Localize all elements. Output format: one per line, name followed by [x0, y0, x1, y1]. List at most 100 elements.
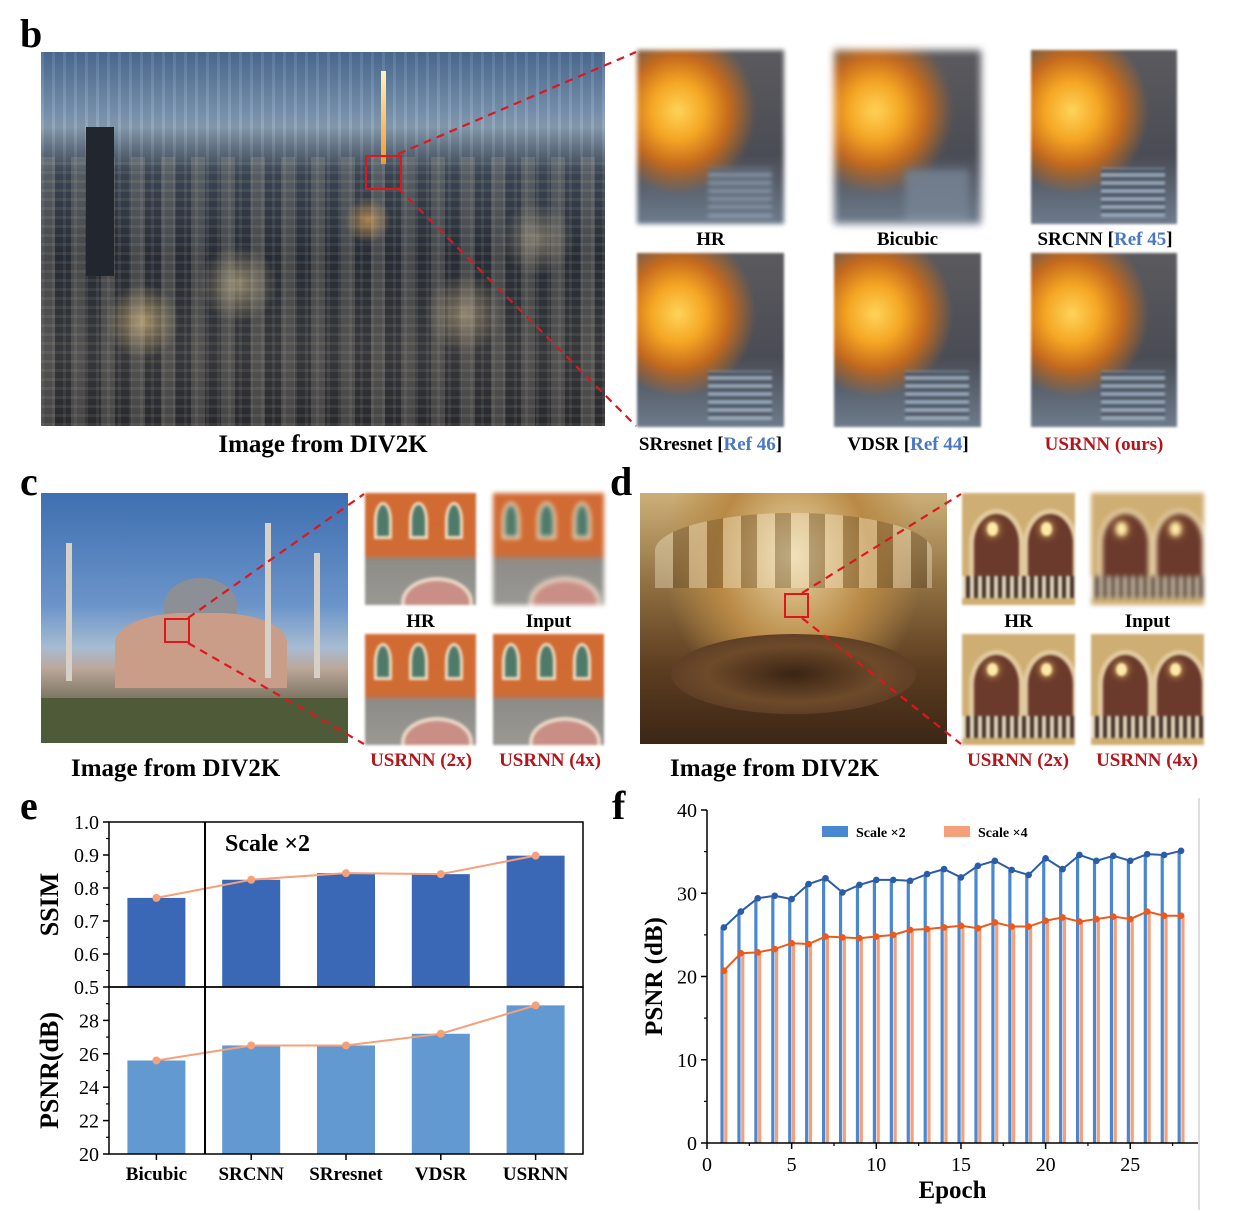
scale4-bar-1: [741, 953, 745, 1143]
scale4-bar-0: [724, 970, 728, 1143]
chart-f: 0 10 20 30 40 0 5 10 15 20 25 Epoch PSNR (dB) Scale ×…: [641, 798, 1200, 1210]
scale4-bar-12: [927, 929, 931, 1143]
chart-e: 0.5 0.6 0.7 0.8 0.9 1.0 SSIM 20 22 24 26 28 PSNR(dB)…: [35, 812, 584, 1185]
scale4-point-14: [957, 922, 965, 930]
scale2-point-6: [822, 874, 829, 882]
scale2-point-8: [856, 881, 863, 889]
scale2-point-11: [906, 877, 914, 885]
scale2-point-1: [737, 908, 745, 915]
f-xtick-label: 15: [951, 1154, 971, 1176]
f-ylabel: PSNR (dB): [641, 917, 668, 1036]
tile-c-usrnn-4x: [493, 634, 604, 745]
scale4-point-7: [839, 934, 846, 941]
f-xtick-label: 10: [866, 1154, 886, 1176]
psnr-trend-point-3: [436, 1029, 445, 1038]
scale4-bar-25: [1147, 911, 1151, 1143]
scale2-point-15: [974, 862, 982, 870]
f-ytick-label: 40: [677, 800, 697, 822]
scale4-bar-9: [876, 936, 880, 1143]
scale4-bar-17: [1012, 926, 1016, 1143]
scale4-point-8: [856, 934, 863, 942]
scale4-bar-23: [1113, 916, 1117, 1143]
psnr-ylabel: PSNR(dB): [35, 1012, 64, 1129]
scale4-point-6: [822, 933, 829, 940]
tile-usrnn: [1031, 253, 1177, 427]
ssim-bar-3: [411, 874, 470, 987]
scale2-bar-2: [754, 898, 758, 1143]
f-ytick-label: 30: [677, 883, 697, 905]
tile-label-bicubic: Bicubic: [876, 229, 939, 250]
ssim-trend-point-1: [247, 875, 256, 884]
psnr-bar-2: [317, 1045, 375, 1154]
ssim-bar-1: [222, 879, 281, 987]
f-xtick-label: 25: [1120, 1154, 1140, 1176]
ssim-bar-4: [506, 855, 565, 987]
psnr-ytick-label: 26: [79, 1044, 99, 1066]
scale2-point-26: [1160, 851, 1168, 859]
scale4-point-16: [991, 919, 999, 926]
scale2-bar-15: [974, 865, 978, 1143]
scale4-bar-22: [1096, 919, 1100, 1143]
tile-d-usrnn-4x: [1091, 634, 1204, 745]
tile-d-usrnn-2x: [962, 634, 1075, 745]
scale4-point-26: [1160, 912, 1168, 920]
scale2-line: [723, 849, 1182, 929]
library-photo: [640, 493, 947, 744]
image-source-caption-c: Image from DIV2K: [71, 755, 281, 782]
scale4-point-27: [1177, 912, 1185, 920]
scale4-bar-7: [842, 937, 846, 1143]
tile-c-input: [493, 493, 604, 605]
scale4-bar-19: [1045, 920, 1050, 1143]
scale4-bar-20: [1062, 917, 1067, 1143]
xtick-label: SRresnet: [309, 1164, 383, 1185]
ssim-trend-point-3: [436, 870, 445, 879]
scale4-point-20: [1059, 914, 1066, 921]
scale4-point-19: [1042, 917, 1049, 925]
tile-srresnet: [637, 253, 784, 427]
psnr-ytick-label: 20: [79, 1144, 99, 1166]
scale2-point-20: [1059, 865, 1066, 873]
tile-d-label-input: Input: [1124, 611, 1171, 632]
scale4-bar-18: [1028, 926, 1033, 1143]
psnr-ytick-label: 22: [79, 1111, 99, 1133]
zoom-region-box: [784, 593, 809, 619]
xtick-label: Bicubic: [126, 1164, 187, 1185]
ssim-bar-0: [127, 897, 186, 987]
tile-c-label-hr: HR: [406, 611, 435, 632]
scale2-bar-5: [805, 884, 809, 1143]
legend-label-scale2: Scale ×2: [856, 826, 906, 841]
scale2-point-24: [1126, 857, 1134, 865]
tile-label-vdsr: VDSR [Ref 44]: [847, 434, 969, 455]
scale2-point-12: [923, 870, 931, 878]
scale4-bar-2: [758, 952, 762, 1143]
scale2-bar-26: [1160, 854, 1164, 1143]
scale4-bar-6: [825, 936, 830, 1143]
scale2-bar-0: [720, 927, 724, 1143]
scale4-point-5: [805, 940, 812, 948]
ssim-ytick-label: 0.8: [74, 878, 99, 900]
tile-label-hr: HR: [696, 229, 725, 250]
psnr-bar-4: [506, 1005, 565, 1154]
tile-d-input: [1091, 493, 1204, 605]
scale2-bar-10: [889, 879, 893, 1143]
tile-c-label-4x: USRNN (4x): [499, 750, 601, 771]
scale2-bar-20: [1059, 869, 1063, 1143]
psnr-ytick-label: 28: [79, 1010, 99, 1032]
xtick-label: VDSR: [415, 1164, 467, 1185]
ssim-bar-2: [317, 873, 375, 987]
tile-d-label-hr: HR: [1004, 611, 1033, 632]
tile-d-label-2x: USRNN (2x): [967, 750, 1069, 771]
scale2-point-17: [1008, 866, 1016, 874]
tile-label-usrnn: USRNN (ours): [1044, 434, 1164, 455]
tile-label-srcnn: SRCNN [Ref 45]: [1037, 229, 1173, 250]
panel-letter-f: f: [612, 783, 626, 828]
scale2-bar-1: [737, 911, 741, 1143]
scale4-point-12: [923, 925, 931, 933]
scale2-point-9: [873, 876, 880, 884]
psnr-ytick-label: 24: [79, 1077, 99, 1099]
scale2-bar-21: [1075, 854, 1080, 1143]
scale2-point-14: [957, 874, 965, 881]
f-xtick-label: 5: [787, 1154, 797, 1176]
scale2-bar-14: [957, 877, 961, 1143]
scale-annotation: Scale ×2: [225, 831, 310, 857]
